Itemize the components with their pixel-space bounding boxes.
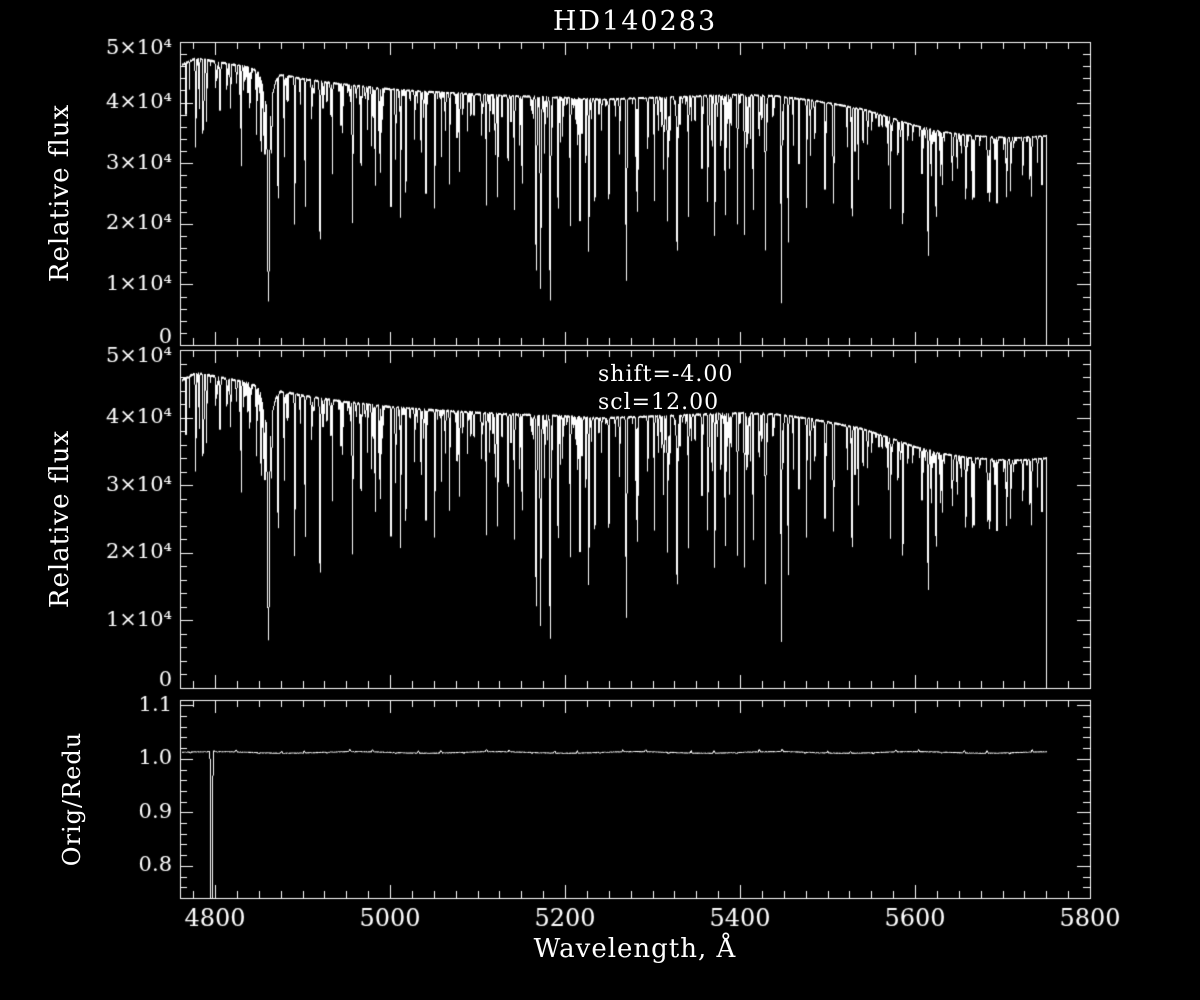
y-axis-label-reduced-panel: Relative flux (45, 429, 75, 609)
y-axis-label-ratio-panel: Orig/Redu (58, 731, 86, 867)
shift-annotation: shift=-4.00 (598, 362, 734, 387)
page-title: HD140283 (552, 6, 718, 37)
y-axis-label-original-panel: Relative flux (45, 103, 75, 283)
x-axis-label: Wavelength, Å (533, 934, 737, 964)
scale-annotation: scl=12.00 (598, 390, 720, 415)
